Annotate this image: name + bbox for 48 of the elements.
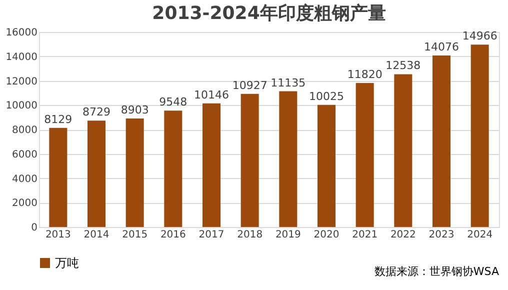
x-tick-label: 2017 [198, 230, 224, 240]
x-tick-label: 2022 [390, 230, 416, 240]
bar [240, 94, 259, 227]
bar [394, 74, 412, 227]
y-tick-label: 12000 [6, 76, 38, 88]
bar [202, 103, 220, 227]
y-tick-label: 4000 [12, 174, 38, 185]
data-label: 14076 [424, 40, 459, 54]
y-tick-label: 2000 [12, 198, 38, 210]
x-tick-label: 2014 [84, 230, 110, 240]
y-tick-label: 16000 [6, 28, 38, 38]
x-tick-label: 2015 [122, 230, 148, 240]
data-label: 8903 [120, 103, 149, 116]
y-tick-label: 0 [31, 222, 38, 234]
data-label: 10927 [232, 78, 268, 92]
data-label: 10025 [309, 90, 344, 103]
bar [126, 118, 144, 227]
data-label: 11820 [347, 68, 382, 81]
bar [318, 104, 336, 227]
y-tick-label: 14000 [6, 52, 38, 63]
x-tick-label: 2016 [160, 230, 186, 240]
data-label: 11135 [270, 76, 306, 90]
x-tick-label: 2018 [237, 230, 263, 240]
x-tick-label: 2019 [275, 230, 301, 240]
data-label: 10146 [194, 88, 229, 102]
x-tick-label: 2024 [467, 230, 493, 240]
data-label: 9548 [159, 96, 188, 109]
legend-label: 万吨 [55, 256, 79, 270]
bar [88, 120, 106, 227]
data-label: 14966 [462, 30, 498, 43]
chart-title: 2013-2024年印度粗钢产量 [152, 3, 386, 24]
bar [49, 128, 68, 227]
y-tick-label: 8000 [12, 125, 38, 136]
y-tick-label: 10000 [6, 100, 38, 112]
y-tick-label: 6000 [12, 149, 38, 160]
data-label: 8129 [44, 112, 72, 126]
bar [432, 55, 450, 227]
x-tick-label: 2020 [314, 230, 340, 240]
bar [164, 110, 182, 227]
source-note: 数据来源：世界钢协WSA [374, 265, 500, 278]
x-tick-label: 2023 [428, 230, 454, 240]
x-tick-label: 2013 [45, 230, 71, 240]
data-label: 8729 [82, 106, 110, 119]
bar [356, 82, 374, 227]
bar [470, 44, 489, 227]
x-tick-label: 2021 [352, 230, 378, 240]
bar [279, 91, 298, 227]
data-label: 12538 [386, 59, 421, 72]
